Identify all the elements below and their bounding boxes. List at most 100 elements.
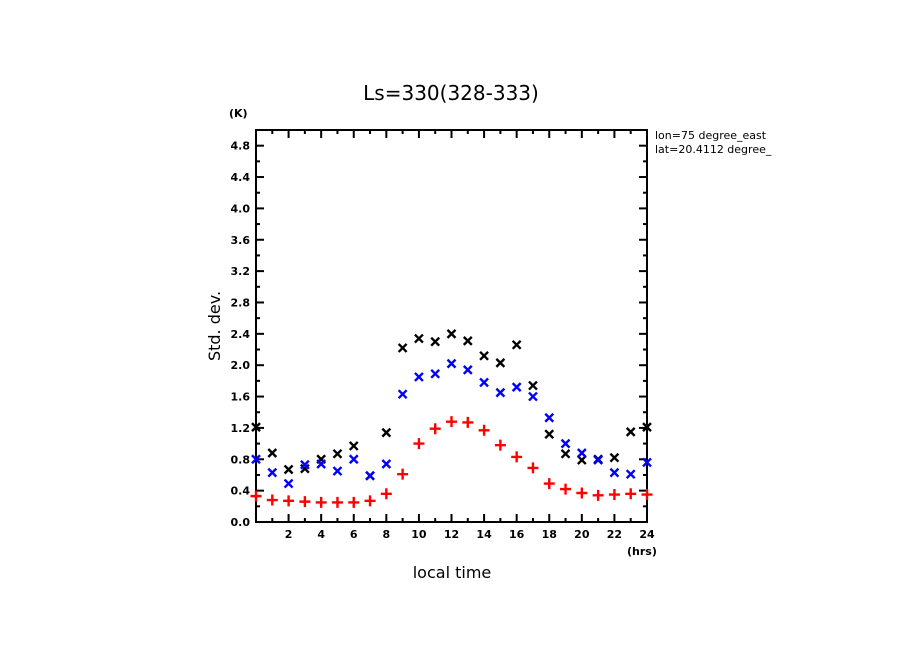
data-point: [381, 427, 392, 438]
data-point: [641, 489, 653, 501]
data-point: [300, 459, 310, 470]
data-point: [478, 424, 490, 436]
data-point: [544, 412, 555, 423]
data-point: [251, 422, 261, 432]
data-point: [528, 391, 538, 402]
data-point: [430, 368, 441, 379]
data-point: [283, 478, 294, 489]
data-point: [251, 454, 261, 465]
data-point: [495, 387, 506, 398]
data-point: [364, 495, 376, 507]
data-point: [397, 389, 408, 400]
data-point: [365, 470, 375, 481]
data-point: [446, 358, 457, 369]
data-point: [267, 448, 278, 458]
data-point: [511, 339, 522, 350]
y-tick-label: 1.6: [231, 391, 251, 404]
data-point: [299, 496, 311, 508]
y-tick-label: 3.6: [231, 234, 251, 247]
data-point: [283, 495, 295, 507]
y-tick-label: 3.2: [231, 265, 251, 278]
y-tick-label: 4.0: [231, 202, 251, 215]
data-point: [494, 439, 506, 451]
data-point: [511, 382, 522, 393]
data-point: [625, 469, 636, 480]
data-point: [429, 423, 441, 435]
data-point: [560, 438, 571, 449]
data-point: [315, 496, 327, 508]
plot-frame: [255, 129, 648, 523]
data-point: [381, 459, 392, 469]
y-tick-label: 2.0: [231, 359, 251, 372]
data-point: [528, 380, 538, 391]
data-point: [414, 333, 424, 344]
data-point: [642, 422, 652, 432]
x-tick-label: 4: [317, 528, 325, 541]
data-point: [593, 455, 603, 465]
data-point: [576, 487, 588, 499]
data-point: [608, 489, 620, 501]
x-tick-label: 12: [444, 528, 459, 541]
data-point: [625, 488, 637, 500]
y-tick-label: 0.0: [231, 516, 251, 529]
data-point: [495, 357, 506, 368]
y-unit-label: (K): [229, 107, 248, 120]
y-tick-label: 1.2: [231, 422, 251, 435]
x-tick-label: 2: [285, 528, 293, 541]
data-point: [413, 438, 425, 450]
data-point: [609, 467, 620, 478]
data-point: [543, 478, 555, 490]
data-point: [331, 496, 343, 508]
x-tick-label: 10: [411, 528, 427, 541]
x-unit-label: (hrs): [627, 545, 657, 558]
data-point: [283, 464, 294, 475]
data-point: [446, 416, 457, 428]
data-point: [332, 466, 343, 476]
x-tick-label: 18: [542, 528, 557, 541]
data-point: [414, 372, 424, 382]
x-tick-label: 16: [509, 528, 525, 541]
data-point: [397, 468, 409, 480]
data-point: [527, 462, 539, 474]
y-tick-label: 2.8: [231, 296, 251, 309]
x-tick-label: 20: [574, 528, 590, 541]
data-point: [267, 467, 278, 478]
data-point: [446, 328, 457, 339]
data-point: [479, 377, 489, 388]
data-point: [576, 448, 587, 458]
data-point: [462, 365, 473, 375]
data-point: [348, 454, 359, 465]
data-point: [625, 426, 636, 437]
annotation-lat: lat=20.4112 degree_: [655, 143, 772, 156]
data-point: [462, 416, 474, 428]
data-point: [544, 429, 555, 440]
data-marks: [250, 328, 653, 508]
series-blue-x: [251, 358, 652, 489]
data-point: [348, 496, 360, 508]
data-point: [397, 343, 408, 353]
y-tick-label: 0.4: [231, 485, 251, 498]
y-axis-label: Std. dev.: [205, 291, 224, 361]
x-tick-label: 8: [383, 528, 391, 541]
x-tick-label: 24: [639, 528, 655, 541]
data-point: [592, 489, 604, 501]
y-tick-label: 2.4: [231, 328, 251, 341]
data-point: [609, 452, 620, 463]
y-tick-label: 4.8: [231, 140, 251, 153]
data-point: [266, 494, 278, 506]
data-point: [380, 488, 392, 500]
data-point: [642, 457, 652, 468]
y-tick-label: 0.8: [231, 453, 251, 466]
series-black-x: [251, 328, 652, 481]
x-axis-label: local time: [413, 563, 492, 582]
data-point: [332, 448, 343, 459]
x-tick-label: 6: [350, 528, 358, 541]
data-point: [316, 459, 327, 469]
x-tick-label: 14: [476, 528, 492, 541]
data-point: [560, 448, 571, 459]
data-point: [462, 336, 473, 346]
annotation-lon: lon=75 degree_east: [655, 129, 767, 142]
data-point: [560, 483, 572, 495]
series-red-plus: [250, 416, 653, 508]
